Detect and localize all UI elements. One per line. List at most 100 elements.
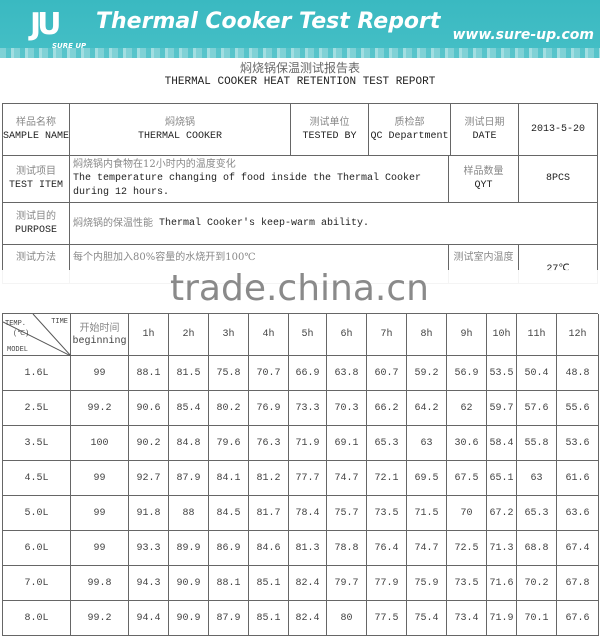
temperature-cell: 80 [327, 601, 367, 636]
temperature-cell: 50.4 [517, 356, 557, 391]
hour-header: 10h [487, 314, 517, 356]
temperature-cell: 100 [71, 426, 129, 461]
temperature-cell: 75.9 [407, 566, 447, 601]
temperature-cell: 81.5 [169, 356, 209, 391]
temperature-cell: 72.5 [447, 531, 487, 566]
temperature-cell: 77.9 [367, 566, 407, 601]
temperature-cell: 70 [447, 496, 487, 531]
temperature-cell: 70.7 [249, 356, 289, 391]
tested-by-label: 测试单位 TESTED BY [290, 103, 369, 156]
temperature-table: TEMP. (℃) TIME MODEL 开始时间 beginning 1h 2h 3… [2, 313, 599, 636]
website-url: www.sure-up.com [452, 27, 594, 43]
temperature-cell: 75.7 [327, 496, 367, 531]
banner-title: Thermal Cooker Test Report [96, 9, 441, 34]
temperature-cell: 71.9 [487, 601, 517, 636]
hour-header: 6h [327, 314, 367, 356]
temperature-cell: 71.6 [487, 566, 517, 601]
temperature-cell: 90.2 [129, 426, 169, 461]
temperature-cell: 70.1 [517, 601, 557, 636]
temperature-cell: 65.3 [517, 496, 557, 531]
temperature-cell: 56.9 [447, 356, 487, 391]
temperature-cell: 88.1 [209, 566, 249, 601]
temperature-cell: 94.4 [129, 601, 169, 636]
temperature-cell: 94.3 [129, 566, 169, 601]
date-label: 测试日期 DATE [450, 103, 519, 156]
temperature-cell: 57.6 [517, 391, 557, 426]
temperature-cell: 77.5 [367, 601, 407, 636]
temperature-cell: 69.1 [327, 426, 367, 461]
temperature-cell: 30.6 [447, 426, 487, 461]
test-item-value: 焖烧锅内食物在12小时内的温度变化 The temperature changin… [69, 155, 449, 203]
model-cell: 7.0L [3, 566, 71, 601]
temperature-cell: 78.8 [327, 531, 367, 566]
temperature-cell: 55.6 [557, 391, 599, 426]
temperature-cell: 53.6 [557, 426, 599, 461]
sample-name-label: 样品名称 SAMPLE NAME [2, 103, 70, 156]
temperature-cell: 77.7 [289, 461, 327, 496]
temperature-cell: 62 [447, 391, 487, 426]
temperature-cell: 63.6 [557, 496, 599, 531]
temperature-cell: 99 [71, 356, 129, 391]
qty-value: 8PCS [518, 155, 598, 203]
temperature-cell: 85.4 [169, 391, 209, 426]
model-cell: 4.5L [3, 461, 71, 496]
model-cell: 8.0L [3, 601, 71, 636]
temperature-cell: 99 [71, 461, 129, 496]
report-title-zh: 焖烧锅保温测试报告表 [239, 61, 360, 75]
temperature-cell: 61.6 [557, 461, 599, 496]
temperature-cell: 99 [71, 496, 129, 531]
model-cell: 2.5L [3, 391, 71, 426]
temperature-cell: 88 [169, 496, 209, 531]
purpose-value: 焖烧锅的保温性能 Thermal Cooker's keep-warm abil… [69, 202, 598, 245]
temperature-cell: 99 [71, 531, 129, 566]
model-cell: 3.5L [3, 426, 71, 461]
temperature-cell: 65.3 [367, 426, 407, 461]
temperature-cell: 75.8 [209, 356, 249, 391]
report-title-en: THERMAL COOKER HEAT RETENTION TEST REPOR… [164, 76, 436, 88]
temperature-cell: 69.5 [407, 461, 447, 496]
temperature-cell: 72.1 [367, 461, 407, 496]
temperature-cell: 81.7 [249, 496, 289, 531]
temperature-cell: 89.9 [169, 531, 209, 566]
temperature-cell: 79.7 [327, 566, 367, 601]
test-item-label: 测试项目 TEST ITEM [2, 155, 70, 203]
model-cell: 1.6L [3, 356, 71, 391]
beginning-header: 开始时间 beginning [71, 314, 129, 356]
temperature-cell: 74.7 [407, 531, 447, 566]
temperature-cell: 48.8 [557, 356, 599, 391]
banner-decoration [0, 48, 600, 58]
temperature-cell: 76.3 [249, 426, 289, 461]
temperature-cell: 76.4 [367, 531, 407, 566]
temperature-cell: 81.2 [249, 461, 289, 496]
model-cell: 6.0L [3, 531, 71, 566]
sample-name-value: 焖烧锅 THERMAL COOKER [69, 103, 291, 156]
temperature-cell: 99.2 [71, 391, 129, 426]
temperature-cell: 60.7 [367, 356, 407, 391]
temperature-cell: 87.9 [209, 601, 249, 636]
temperature-cell: 84.1 [209, 461, 249, 496]
temperature-cell: 79.6 [209, 426, 249, 461]
temperature-cell: 67.8 [557, 566, 599, 601]
temperature-cell: 99.8 [71, 566, 129, 601]
hour-header: 5h [289, 314, 327, 356]
temperature-cell: 90.9 [169, 601, 209, 636]
temperature-cell: 87.9 [169, 461, 209, 496]
watermark: trade.china.cn [0, 268, 600, 314]
temperature-cell: 91.8 [129, 496, 169, 531]
temperature-cell: 82.4 [289, 601, 327, 636]
temperature-cell: 78.4 [289, 496, 327, 531]
temperature-cell: 66.9 [289, 356, 327, 391]
date-value: 2013-5-20 [518, 103, 598, 156]
temperature-cell: 70.3 [327, 391, 367, 426]
temperature-cell: 73.4 [447, 601, 487, 636]
hour-header: 8h [407, 314, 447, 356]
temperature-cell: 86.9 [209, 531, 249, 566]
temperature-cell: 63 [517, 461, 557, 496]
temperature-cell: 71.5 [407, 496, 447, 531]
model-cell: 5.0L [3, 496, 71, 531]
temperature-cell: 75.4 [407, 601, 447, 636]
temperature-cell: 58.4 [487, 426, 517, 461]
temperature-cell: 71.9 [289, 426, 327, 461]
temperature-cell: 73.5 [367, 496, 407, 531]
temperature-cell: 65.1 [487, 461, 517, 496]
